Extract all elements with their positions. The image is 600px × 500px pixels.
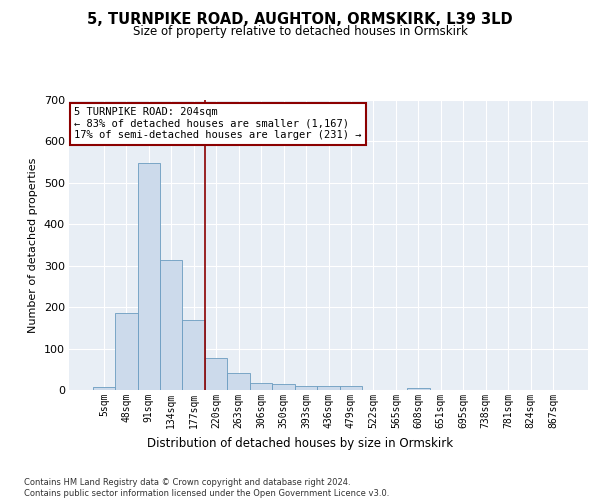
Text: Distribution of detached houses by size in Ormskirk: Distribution of detached houses by size …	[147, 438, 453, 450]
Bar	[182, 320, 205, 390]
Bar	[295, 386, 317, 390]
Text: 5 TURNPIKE ROAD: 204sqm
← 83% of detached houses are smaller (1,167)
17% of semi: 5 TURNPIKE ROAD: 204sqm ← 83% of detache…	[74, 108, 362, 140]
Text: Size of property relative to detached houses in Ormskirk: Size of property relative to detached ho…	[133, 25, 467, 38]
Text: Contains HM Land Registry data © Crown copyright and database right 2024.
Contai: Contains HM Land Registry data © Crown c…	[24, 478, 389, 498]
Bar	[317, 386, 340, 390]
Bar	[115, 312, 137, 390]
Bar	[92, 386, 115, 390]
Text: 5, TURNPIKE ROAD, AUGHTON, ORMSKIRK, L39 3LD: 5, TURNPIKE ROAD, AUGHTON, ORMSKIRK, L39…	[87, 12, 513, 28]
Bar	[407, 388, 430, 390]
Bar	[340, 386, 362, 390]
Bar	[137, 163, 160, 390]
Bar	[250, 384, 272, 390]
Bar	[227, 374, 250, 390]
Bar	[160, 260, 182, 390]
Y-axis label: Number of detached properties: Number of detached properties	[28, 158, 38, 332]
Bar	[205, 358, 227, 390]
Bar	[272, 384, 295, 390]
